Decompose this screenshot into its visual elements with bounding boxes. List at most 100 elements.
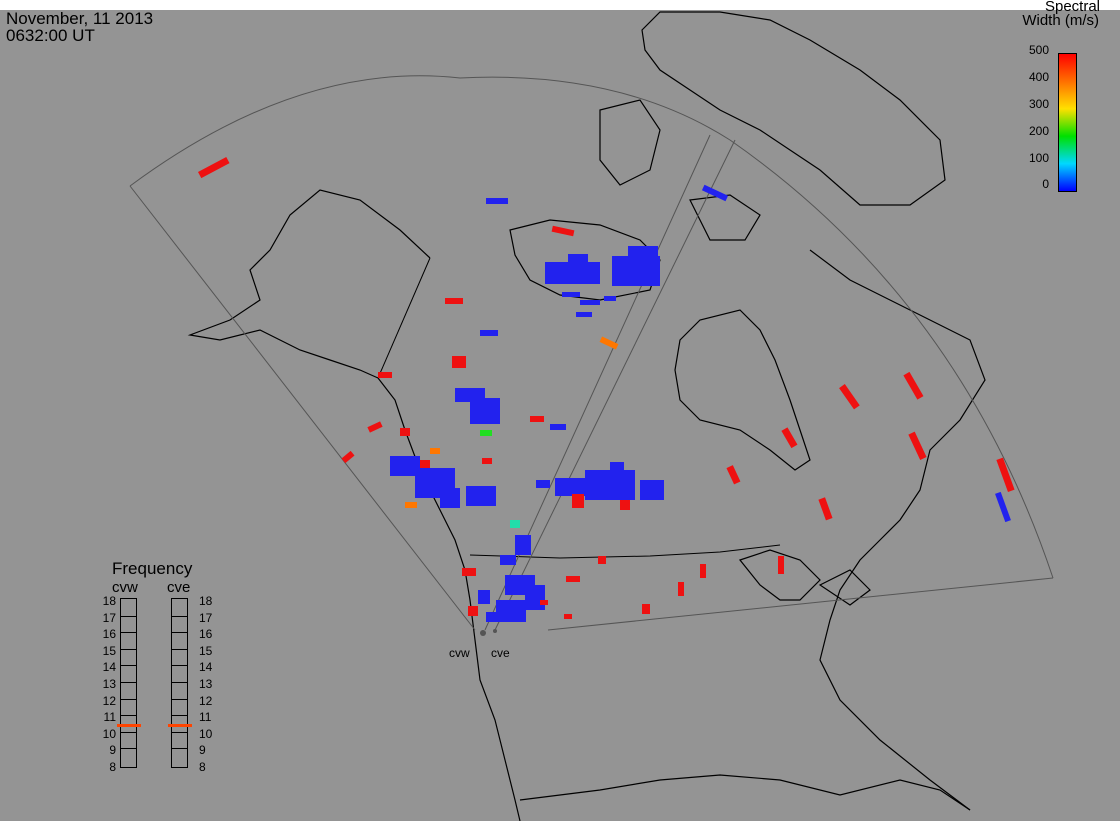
frequency-cell <box>172 715 187 717</box>
cell <box>452 356 466 368</box>
cell <box>430 448 440 454</box>
frequency-cell <box>121 615 136 617</box>
frequency-label: 17 <box>199 610 213 625</box>
frequency-cell <box>172 632 187 634</box>
cell <box>405 502 417 508</box>
frequency-cell <box>172 648 187 650</box>
east-coast <box>809 249 986 811</box>
frequency-label: 16 <box>199 627 213 642</box>
frequency-cell <box>121 731 136 733</box>
frequency-cell <box>172 665 187 667</box>
alaska-border <box>377 257 431 379</box>
cell <box>367 421 383 433</box>
colorbar-tick: 500 <box>1028 43 1049 57</box>
cell <box>478 590 490 604</box>
cell <box>572 494 584 508</box>
cell <box>908 431 927 460</box>
frequency-marker-cvw <box>117 724 141 728</box>
frequency-label: 10 <box>102 726 116 741</box>
data-cells <box>197 156 1015 622</box>
frequency-label: 8 <box>199 760 206 774</box>
cell <box>500 555 516 565</box>
coastline-layer <box>187 11 986 821</box>
cell <box>996 457 1015 493</box>
hudson-bay <box>674 309 811 471</box>
us-canada-border <box>469 544 781 559</box>
cell <box>482 458 492 464</box>
cell <box>545 262 600 284</box>
radar-site-cve <box>493 629 497 633</box>
cell <box>480 430 492 436</box>
frequency-cell <box>172 748 187 750</box>
cell <box>480 330 498 336</box>
cell <box>525 585 545 610</box>
cell <box>445 298 463 304</box>
frequency-cell <box>121 715 136 717</box>
frequency-radar-label: cve <box>167 579 191 596</box>
cell <box>510 520 520 528</box>
cell <box>568 254 588 266</box>
frequency-label: 15 <box>199 643 213 658</box>
frequency-cell <box>121 682 136 683</box>
frequency-cell <box>121 632 136 634</box>
cell <box>599 336 619 350</box>
colorbar-title: Spectral <box>1044 0 1100 15</box>
time-label: 0632:00 UT <box>6 26 95 45</box>
fov-east-edge <box>547 577 1054 631</box>
cell <box>466 486 496 506</box>
cell <box>496 600 526 622</box>
frequency-label: 14 <box>102 660 116 675</box>
cell <box>550 424 566 430</box>
cell <box>726 465 741 485</box>
radar-site-label: cve <box>491 646 510 660</box>
gulf-coast <box>519 774 971 811</box>
fov-layer <box>129 75 1054 631</box>
fov-west-edge <box>129 185 476 631</box>
cell <box>468 606 478 616</box>
colorbar-tick: 200 <box>1028 124 1049 138</box>
cell <box>781 427 798 449</box>
cell <box>530 416 544 422</box>
cell <box>642 604 650 614</box>
colorbar-tick: 0 <box>1042 177 1049 191</box>
date-label: November, 11 2013 <box>6 9 154 28</box>
cell <box>778 556 784 574</box>
frequency-marker-cve <box>168 724 192 728</box>
frequency-cell <box>172 682 187 683</box>
cell <box>341 450 355 464</box>
fov-mid-edge-2 <box>494 139 736 631</box>
frequency-label: 9 <box>109 743 116 758</box>
cell <box>598 556 606 564</box>
border-layer <box>377 257 781 559</box>
cell <box>420 460 430 468</box>
cell <box>566 576 580 582</box>
frequency-label: 8 <box>109 760 116 774</box>
cell <box>628 246 658 258</box>
cell <box>564 614 572 619</box>
greenland-coast <box>641 11 946 206</box>
cell <box>640 480 664 500</box>
frequency-label: 12 <box>102 693 116 708</box>
frequency-bar-cvw <box>120 598 137 768</box>
frequency-label: 10 <box>199 726 213 741</box>
cell <box>700 564 706 578</box>
frequency-cell <box>121 648 136 650</box>
colorbar-tick: 300 <box>1028 97 1049 111</box>
cell <box>604 296 616 301</box>
cell <box>562 292 580 297</box>
frequency-cell <box>172 615 187 617</box>
fov-outer-arc <box>129 75 1054 579</box>
frequency-label: 12 <box>199 693 213 708</box>
frequency-cell <box>172 731 187 733</box>
frequency-label: 9 <box>199 743 206 758</box>
frequency-title: Frequency <box>112 559 193 578</box>
cell <box>378 372 392 378</box>
alaska-coast <box>187 189 431 379</box>
cell <box>818 497 833 521</box>
cell <box>678 582 684 596</box>
cell <box>576 312 592 317</box>
frequency-label: 15 <box>102 643 116 658</box>
cell <box>470 398 500 424</box>
